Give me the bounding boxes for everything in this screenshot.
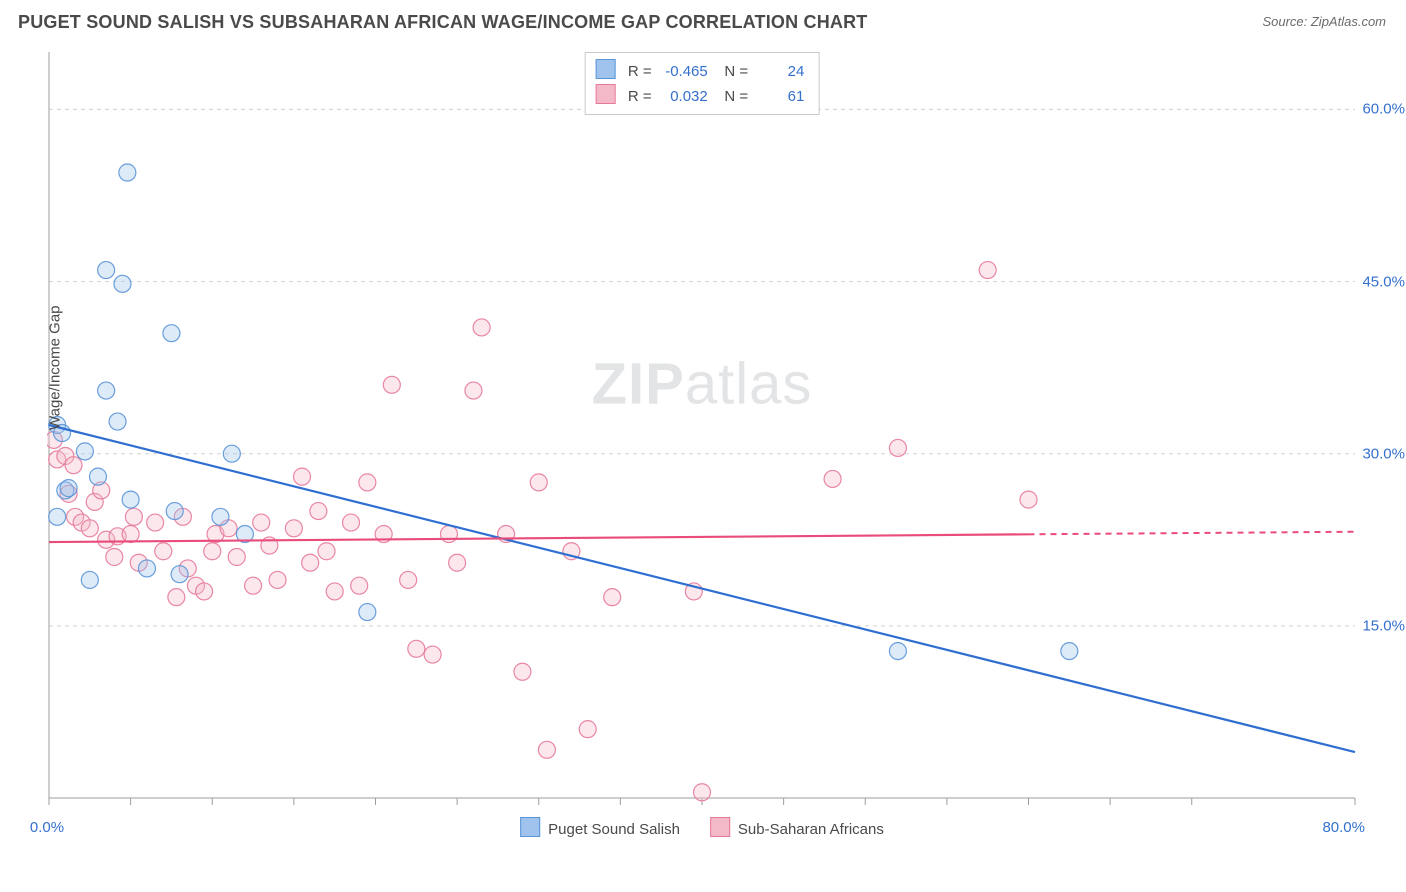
y-tick-label: 45.0% <box>1362 273 1405 290</box>
chart-area: Wage/Income Gap ZIPatlas R = -0.465 N = … <box>47 50 1357 810</box>
series-legend: Puget Sound Salish Sub-Saharan Africans <box>520 817 884 838</box>
stats-legend: R = -0.465 N = 24 R = 0.032 N = 61 <box>585 52 820 115</box>
y-axis-label: Wage/Income Gap <box>47 305 64 430</box>
x-tick-min: 0.0% <box>30 819 64 836</box>
page-title: PUGET SOUND SALISH VS SUBSAHARAN AFRICAN… <box>18 12 1388 33</box>
swatch-series-0 <box>596 59 616 79</box>
legend-item-1: Sub-Saharan Africans <box>710 817 884 838</box>
x-tick-max: 80.0% <box>1322 819 1365 836</box>
swatch-series-1-b <box>710 817 730 837</box>
stats-row-series-1: R = 0.032 N = 61 <box>596 84 805 109</box>
swatch-series-0-b <box>520 817 540 837</box>
source-attribution: Source: ZipAtlas.com <box>1262 14 1386 29</box>
y-tick-label: 15.0% <box>1362 617 1405 634</box>
y-tick-label: 30.0% <box>1362 445 1405 462</box>
stats-row-series-0: R = -0.465 N = 24 <box>596 59 805 84</box>
swatch-series-1 <box>596 84 616 104</box>
scatter-plot <box>47 50 1357 810</box>
legend-item-0: Puget Sound Salish <box>520 817 680 838</box>
y-tick-label: 60.0% <box>1362 101 1405 118</box>
